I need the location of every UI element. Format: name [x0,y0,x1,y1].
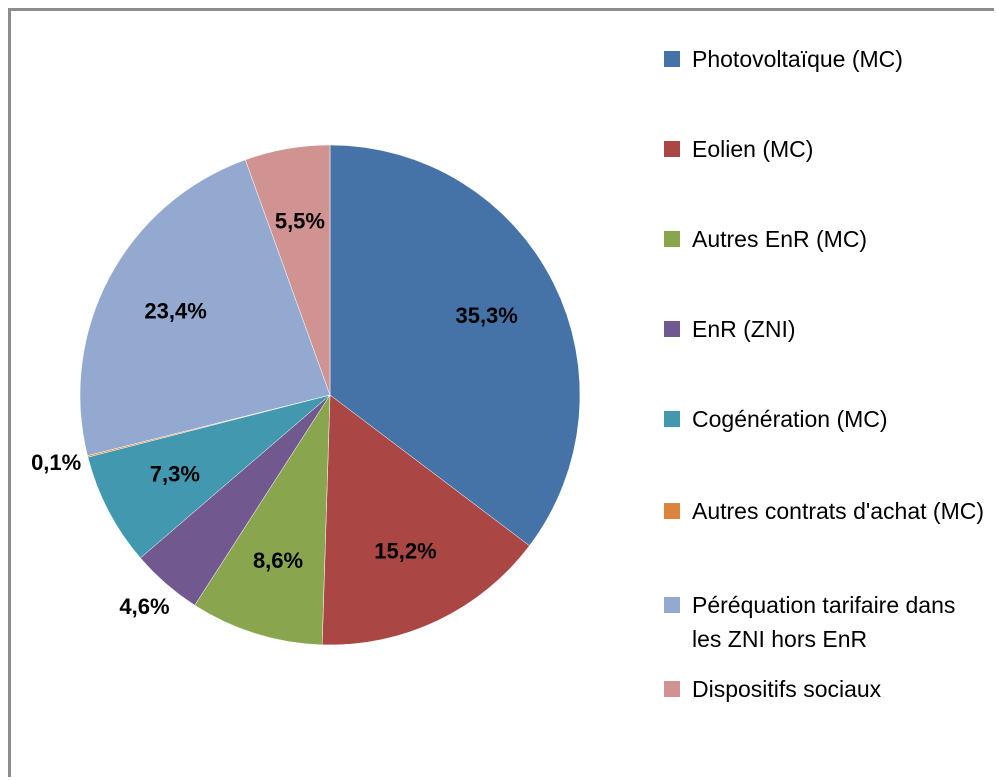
legend-item: Eolien (MC) [664,132,984,166]
legend-label: Autres EnR (MC) [692,226,868,252]
legend-item: Autres contrats d'achat (MC) [664,494,984,528]
legend-swatch [664,503,680,519]
legend-swatch [664,141,680,157]
data-label: 23,4% [144,298,206,323]
legend-label: Péréquation tarifaire dans les ZNI hors … [692,592,956,652]
legend-swatch [664,231,680,247]
data-label: 5,5% [275,208,325,233]
data-label: 35,3% [455,303,517,328]
legend-label: Cogénération (MC) [692,406,888,432]
data-label: 0,1% [31,450,81,475]
legend-label: Photovoltaïque (MC) [692,46,903,72]
legend-label: Dispositifs sociaux [692,676,882,702]
pie-slice [329,144,581,547]
legend-swatch [664,597,680,613]
legend-label: Eolien (MC) [692,136,814,162]
frame [8,8,994,777]
legend-item: Autres EnR (MC) [664,222,984,256]
legend-item: Photovoltaïque (MC) [664,42,984,76]
pie-slice [321,394,530,646]
data-label: 8,6% [253,548,303,573]
pie-slice [244,144,331,396]
legend-swatch [664,681,680,697]
legend-label: EnR (ZNI) [692,316,796,342]
legend-label: Autres contrats d'achat (MC) [692,498,984,524]
pie-slice [87,394,331,559]
pie-slice [79,159,331,456]
data-label: 15,2% [374,539,436,564]
legend-item: Cogénération (MC) [664,402,984,436]
legend-item: Péréquation tarifaire dans les ZNI hors … [664,588,984,656]
legend-swatch [664,321,680,337]
legend-swatch [664,51,680,67]
data-label: 4,6% [119,594,169,619]
legend-swatch [664,411,680,427]
pie-slice [194,394,331,646]
legend-item: EnR (ZNI) [664,312,984,346]
legend-item: Dispositifs sociaux [664,672,984,706]
data-label: 7,3% [150,462,200,487]
